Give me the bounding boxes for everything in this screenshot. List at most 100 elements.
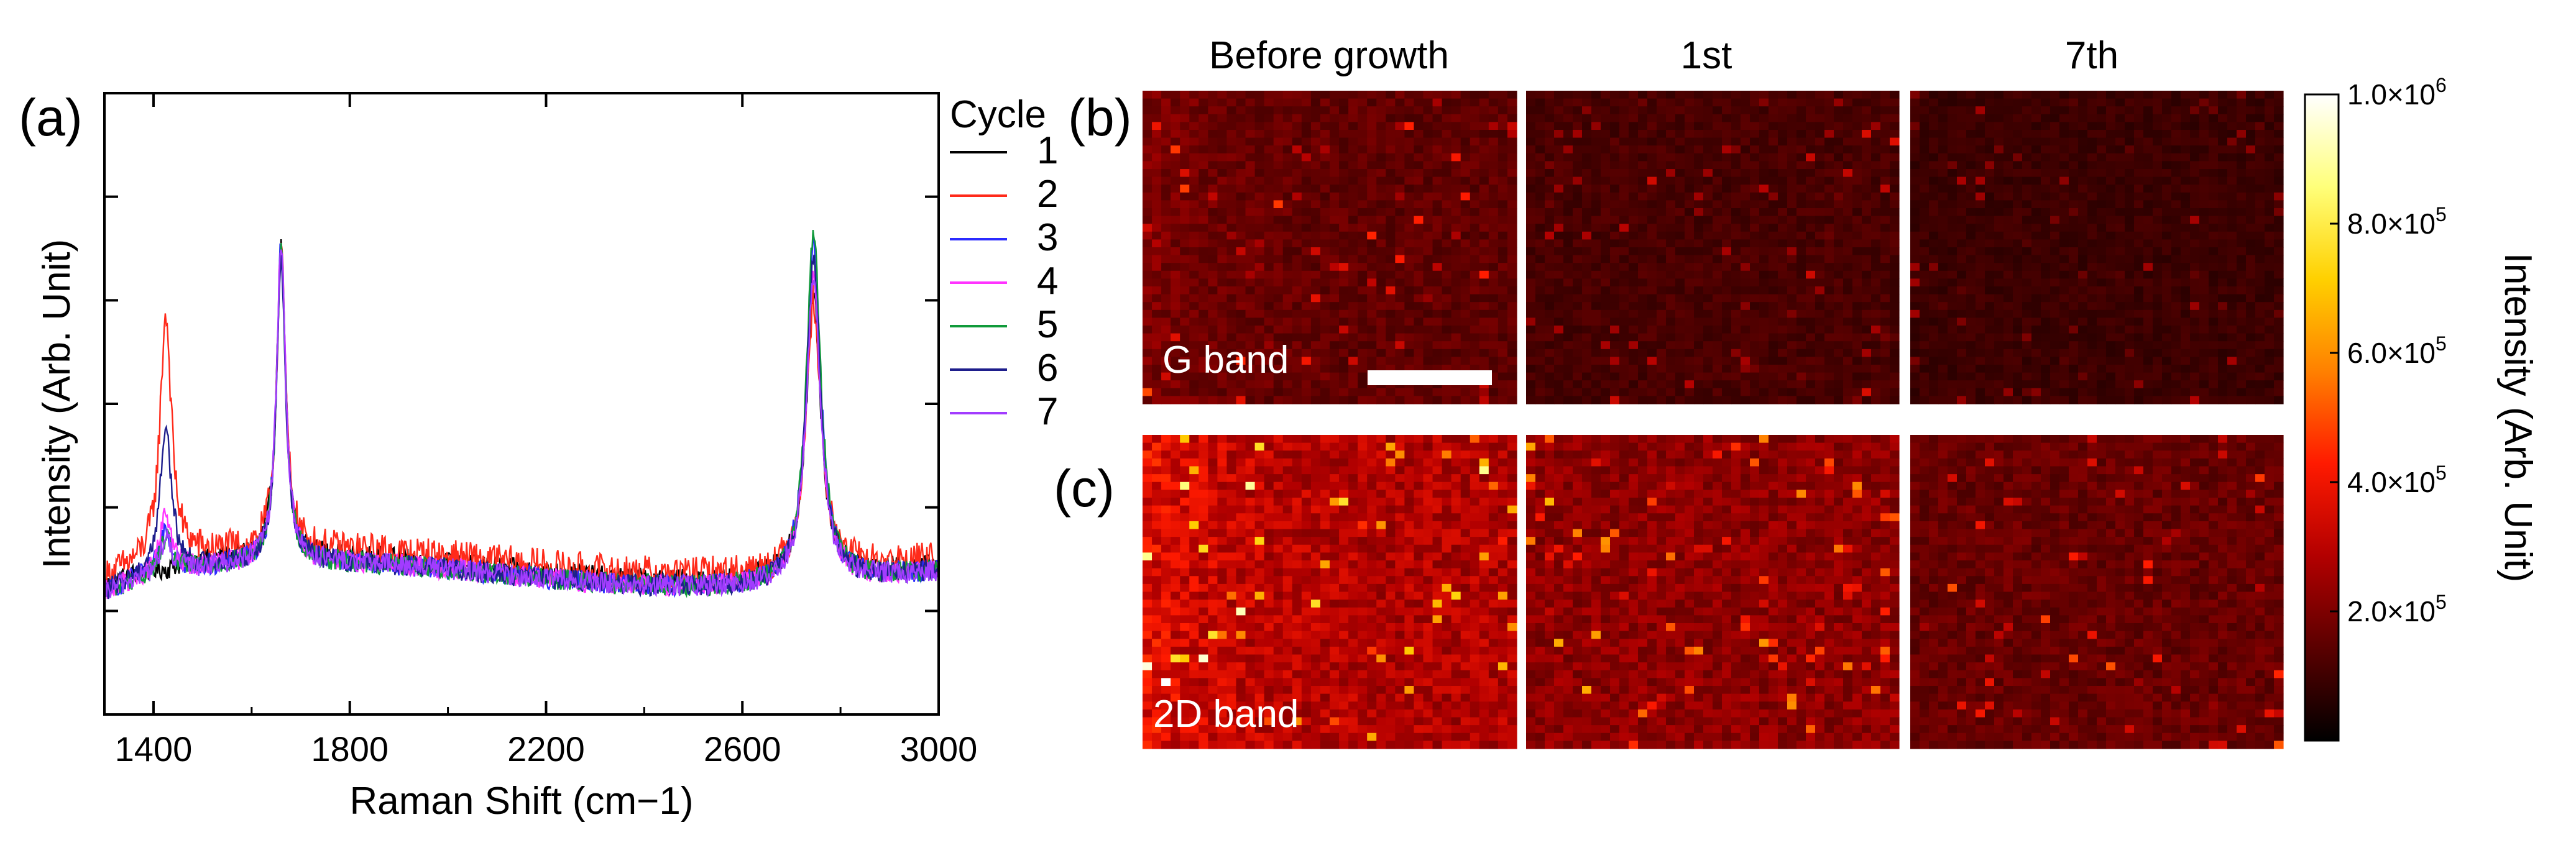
map-pixel: [2153, 388, 2163, 396]
map-pixel: [1545, 185, 1555, 193]
map-pixel: [1497, 176, 1508, 185]
map-pixel: [1985, 114, 1995, 122]
map-pixel: [1451, 326, 1461, 334]
map-pixel: [1871, 396, 1881, 404]
map-pixel: [2246, 224, 2256, 232]
map-pixel: [1226, 286, 1237, 295]
map-pixel: [2078, 130, 2088, 139]
map-pixel: [2162, 255, 2172, 263]
map-pixel: [2209, 122, 2219, 130]
map-pixel: [2153, 200, 2163, 209]
map-pixel: [2097, 357, 2107, 365]
map-pixel: [1367, 224, 1377, 232]
map-pixel: [2115, 333, 2125, 342]
map-pixel: [1264, 200, 1274, 209]
map-pixel: [2059, 106, 2069, 115]
map-pixel: [1171, 263, 1180, 272]
map-pixel: [1414, 357, 1424, 365]
map-pixel: [1806, 263, 1816, 272]
map-pixel: [1348, 286, 1358, 295]
map-pixel: [2078, 309, 2088, 318]
map-pixel: [1703, 106, 1713, 115]
map-pixel: [1171, 442, 1180, 451]
map-pixel: [2031, 231, 2041, 240]
map-pixel: [1703, 341, 1713, 350]
map-pixel: [1994, 286, 2004, 295]
map-pixel: [2227, 357, 2237, 365]
map-pixel: [2097, 91, 2107, 99]
map-pixel: [1871, 263, 1881, 272]
map-pixel: [1787, 286, 1797, 295]
map-pixel: [1226, 153, 1237, 162]
map-pixel: [1741, 91, 1750, 99]
map-pixel: [2050, 341, 2060, 350]
map-pixel: [1208, 333, 1218, 342]
map-pixel: [1601, 153, 1611, 162]
map-pixel: [1563, 145, 1573, 154]
map-pixel: [1189, 161, 1199, 170]
map-pixel: [1236, 239, 1246, 248]
map-pixel: [1769, 145, 1778, 154]
map-pixel: [1460, 357, 1471, 365]
map-pixel: [1703, 161, 1713, 170]
map-pixel: [2199, 302, 2209, 311]
map-pixel: [1545, 247, 1555, 256]
map-pixel: [1497, 372, 1508, 381]
map-pixel: [1675, 106, 1685, 115]
map-pixel: [1330, 341, 1340, 350]
map-pixel: [1694, 161, 1704, 170]
map-pixel: [1320, 91, 1330, 99]
map-pixel: [1582, 239, 1592, 248]
map-pixel: [1638, 326, 1648, 334]
map-pixel: [1769, 231, 1778, 240]
map-pixel: [2227, 216, 2237, 224]
map-pixel: [1910, 169, 1920, 178]
map-pixel: [1985, 302, 1995, 311]
map-pixel: [1264, 294, 1274, 303]
map-pixel: [2227, 145, 2237, 154]
map-pixel: [2153, 349, 2163, 357]
map-pixel: [2153, 255, 2163, 263]
map-pixel: [1479, 216, 1489, 224]
map-pixel: [1880, 153, 1890, 162]
map-pixel: [1750, 380, 1760, 389]
map-pixel: [2115, 317, 2125, 326]
map-pixel: [1759, 372, 1769, 381]
map-pixel: [1414, 122, 1424, 130]
map-pixel: [2059, 380, 2069, 389]
map-pixel: [1563, 317, 1573, 326]
map-pixel: [1815, 130, 1825, 139]
map-pixel: [1852, 114, 1862, 122]
map-pixel: [1787, 185, 1797, 193]
map-pixel: [1386, 278, 1396, 287]
map-pixel: [1171, 309, 1180, 318]
map-pixel: [2218, 286, 2228, 295]
map-pixel: [1601, 388, 1611, 396]
map-pixel: [1657, 309, 1667, 318]
map-pixel: [1834, 185, 1844, 193]
map-pixel: [1750, 326, 1760, 334]
map-pixel: [1976, 216, 1985, 224]
map-pixel: [2059, 349, 2069, 357]
map-pixel: [1226, 114, 1237, 122]
plot-frame: [103, 92, 940, 716]
map-pixel: [1843, 372, 1853, 381]
map-pixel: [1834, 200, 1844, 209]
map-pixel: [1871, 317, 1881, 326]
map-pixel: [1152, 130, 1162, 139]
map-pixel: [2097, 231, 2107, 240]
map-pixel: [2199, 192, 2209, 201]
map-pixel: [2171, 208, 2181, 217]
map-pixel: [1310, 442, 1321, 451]
map-pixel: [1404, 122, 1415, 130]
map-pixel: [1226, 216, 1237, 224]
map-pixel: [1273, 239, 1284, 248]
map-pixel: [1563, 98, 1573, 107]
map-pixel: [1554, 396, 1564, 404]
map-pixel: [1264, 185, 1274, 193]
map-pixel: [2134, 98, 2144, 107]
map-pixel: [2134, 161, 2144, 170]
map-pixel: [1769, 294, 1778, 303]
map-pixel: [1470, 326, 1480, 334]
map-pixel: [2255, 106, 2265, 115]
